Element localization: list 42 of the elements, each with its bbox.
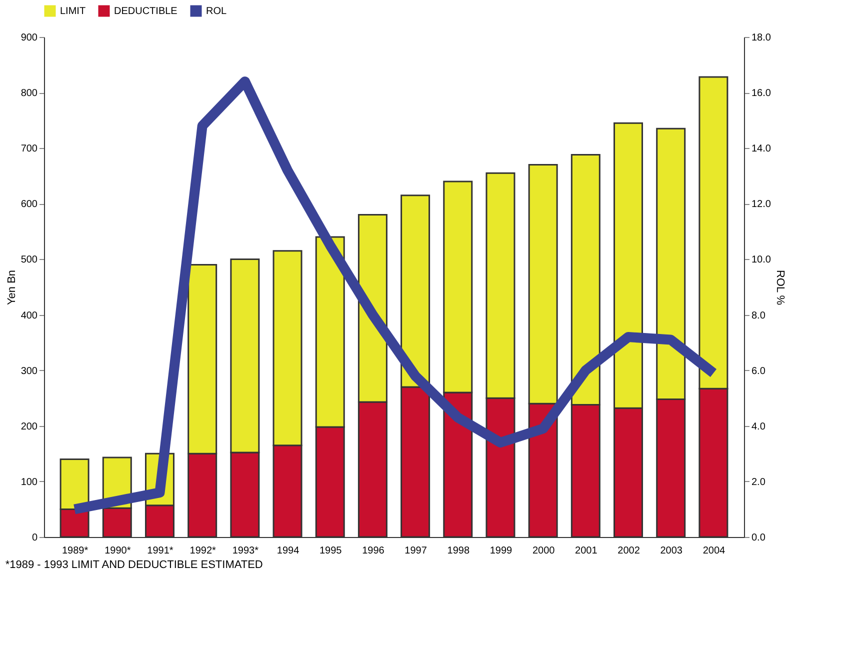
y-tick-label: 800	[20, 88, 38, 100]
y-tick-label: 500	[20, 254, 38, 266]
x-tick-label: 1990*	[104, 546, 131, 556]
y-tick-label: 700	[20, 144, 38, 155]
y-tick-label: 200	[20, 421, 38, 432]
legend-label: LIMIT	[60, 6, 86, 17]
y-tick-label: 100	[20, 476, 38, 488]
y2-tick-label: 18.0	[752, 32, 772, 44]
y2-tick-label: 2.0	[752, 476, 766, 488]
x-tick-label: 2004	[702, 546, 726, 556]
y2-tick-label: 10.0	[752, 254, 772, 266]
y-tick-label: 400	[20, 310, 38, 322]
y-tick-label: 300	[20, 366, 38, 377]
x-tick-label: 1995	[319, 546, 342, 556]
y2-tick-label: 14.0	[752, 144, 772, 155]
x-tick-label: 1993*	[232, 546, 259, 556]
y-tick-label: 900	[20, 32, 38, 44]
x-tick-label: 1989*	[62, 546, 88, 556]
y2-tick-label: 8.0	[752, 310, 766, 322]
y2-axis-title: ROL %	[774, 270, 786, 306]
x-tick-label: 2001	[575, 546, 598, 556]
y2-tick-label: 12.0	[752, 199, 772, 210]
y2-tick-label: 16.0	[752, 88, 772, 100]
x-tick-label: 1998	[447, 546, 470, 556]
y2-tick-label: 6.0	[752, 366, 766, 377]
x-tick-label: 2002	[618, 546, 640, 556]
x-tick-label: 1999	[490, 546, 513, 556]
x-tick-label: 1994	[276, 546, 300, 556]
x-tick-label: 2003	[660, 546, 683, 556]
y-tick-label: 600	[20, 199, 38, 210]
y2-tick-label: 0.0	[752, 532, 766, 544]
y-tick-label: 0	[32, 532, 38, 544]
x-tick-label: 1992*	[190, 546, 216, 556]
legend-label: ROL	[206, 6, 227, 17]
x-tick-label: 1997	[404, 546, 428, 556]
legend-label: DEDUCTIBLE	[114, 6, 178, 17]
x-tick-label: 1996	[362, 546, 385, 556]
text: *1989 - 1993 LIMIT AND DEDUCTIBLE ESTIMATED	[5, 559, 263, 571]
x-tick-label: 2000	[532, 546, 556, 556]
x-tick-label: 1991*	[147, 546, 174, 556]
y-axis-title: Yen Bn	[6, 270, 18, 306]
y2-tick-label: 4.0	[752, 421, 766, 432]
